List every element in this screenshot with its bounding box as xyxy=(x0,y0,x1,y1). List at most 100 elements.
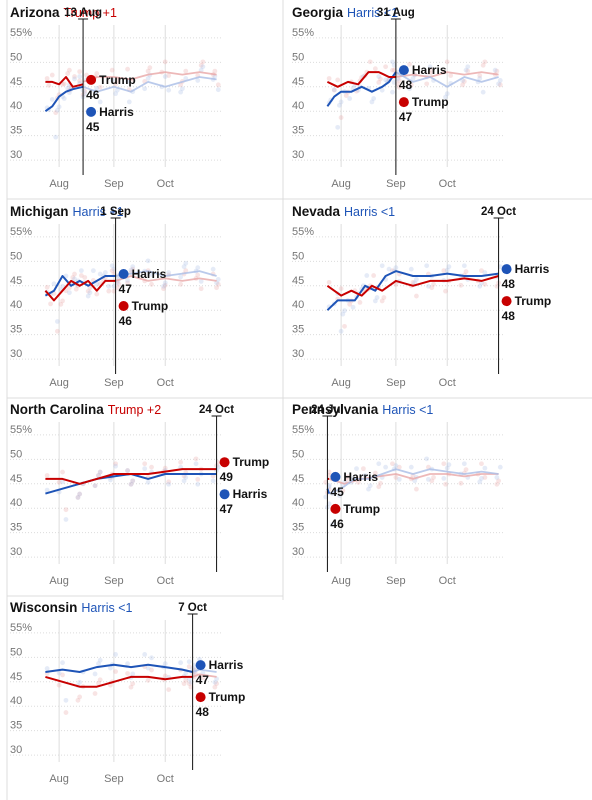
poll-dot xyxy=(65,85,71,91)
trump-marker xyxy=(195,692,206,703)
poll-dot xyxy=(371,273,377,278)
poll-dot xyxy=(166,479,172,485)
poll-dot xyxy=(128,267,134,273)
harris-label: Harris xyxy=(233,487,268,501)
poll-dot xyxy=(350,304,356,310)
poll-dot xyxy=(331,87,337,93)
x-tick-label: Oct xyxy=(439,575,456,587)
poll-dot xyxy=(414,293,419,299)
poll-dot xyxy=(94,291,100,297)
state-name: Pennsylvania xyxy=(292,402,379,417)
poll-dot xyxy=(188,679,194,685)
poll-dot xyxy=(130,266,136,272)
y-tick-label: 35 xyxy=(10,522,22,534)
poll-dot xyxy=(367,59,373,65)
x-tick-label: Sep xyxy=(386,377,406,389)
harris-marker xyxy=(501,264,512,275)
y-tick-label: 55% xyxy=(292,424,314,436)
poll-dot xyxy=(195,481,201,487)
state-name: Wisconsin xyxy=(10,600,78,615)
harris-marker xyxy=(330,471,341,482)
poll-dot xyxy=(161,283,166,289)
poll-dot xyxy=(44,473,50,478)
poll-dot xyxy=(130,478,136,484)
poll-dot xyxy=(149,655,154,661)
y-tick-label: 35 xyxy=(292,324,304,336)
poll-dot xyxy=(166,73,172,78)
poll-dot xyxy=(354,466,359,472)
trump-label: Trump xyxy=(132,299,169,313)
y-tick-label: 40 xyxy=(10,299,22,311)
poll-dot xyxy=(331,87,337,93)
x-tick-label: Oct xyxy=(157,178,174,190)
panel-wisconsin: Wisconsin Harris <1 55% 50 45 40 35 30 Aug Sep Oc… xyxy=(10,600,290,798)
poll-dot xyxy=(145,68,151,74)
poll-dot xyxy=(443,288,448,294)
poll-dot xyxy=(65,71,71,76)
x-tick-label: Oct xyxy=(157,575,174,587)
poll-dot xyxy=(92,691,98,696)
poll-dot xyxy=(408,464,414,470)
poll-dot xyxy=(424,456,430,462)
trump-value: 49 xyxy=(220,470,234,484)
poll-dot xyxy=(87,290,93,296)
poll-dot xyxy=(183,68,189,74)
state-name: North Carolina xyxy=(10,402,104,417)
state-name: Arizona xyxy=(10,5,60,20)
poll-dot xyxy=(46,82,52,88)
poll-dot xyxy=(162,465,168,471)
poll-dot xyxy=(178,459,184,465)
poll-dot xyxy=(44,487,50,493)
poll-dot xyxy=(347,96,353,101)
poll-dot xyxy=(96,661,101,667)
poll-dot xyxy=(96,680,101,686)
poll-dot xyxy=(97,677,103,683)
poll-dot xyxy=(90,268,96,274)
y-tick-label: 45 xyxy=(10,76,22,88)
harris-marker xyxy=(398,65,409,76)
poll-dot xyxy=(162,673,168,679)
poll-dot xyxy=(188,684,194,690)
y-tick-label: 50 xyxy=(292,250,304,262)
poll-dot xyxy=(372,470,378,476)
poll-dot xyxy=(108,665,113,671)
poll-dot xyxy=(198,278,204,284)
poll-dot xyxy=(60,469,65,475)
poll-dot xyxy=(460,82,466,88)
poll-dot xyxy=(60,672,65,678)
x-tick-label: Aug xyxy=(331,377,351,389)
poll-dot xyxy=(214,681,219,687)
trump-marker xyxy=(86,74,97,85)
poll-dot xyxy=(162,280,168,286)
poll-dot xyxy=(215,459,221,465)
poll-dot xyxy=(130,264,136,270)
poll-dot xyxy=(372,66,378,72)
poll-dot xyxy=(142,461,148,467)
poll-dot xyxy=(390,59,395,65)
poll-dot xyxy=(326,482,332,488)
poll-dot xyxy=(195,272,201,278)
poll-dot xyxy=(494,481,500,487)
lead-label: Trump +2 xyxy=(107,403,162,417)
poll-dot xyxy=(345,474,351,480)
poll-dot xyxy=(390,89,395,95)
poll-dot xyxy=(114,285,120,291)
poll-dot xyxy=(379,263,385,269)
harris-future-line xyxy=(328,468,499,495)
x-tick-label: Aug xyxy=(331,575,351,587)
poll-dot xyxy=(77,69,83,75)
poll-dot xyxy=(214,285,219,291)
poll-dot xyxy=(494,475,500,480)
poll-dot xyxy=(410,279,416,285)
poll-dot xyxy=(323,494,329,500)
poll-dot xyxy=(441,476,447,481)
poll-dot xyxy=(482,270,488,275)
poll-dot xyxy=(326,501,332,507)
poll-dot xyxy=(393,265,399,271)
harris-line xyxy=(326,270,499,311)
harris-marker xyxy=(86,106,97,117)
poll-dot xyxy=(49,97,55,102)
poll-dot xyxy=(448,73,454,78)
state-name: Nevada xyxy=(292,204,341,219)
